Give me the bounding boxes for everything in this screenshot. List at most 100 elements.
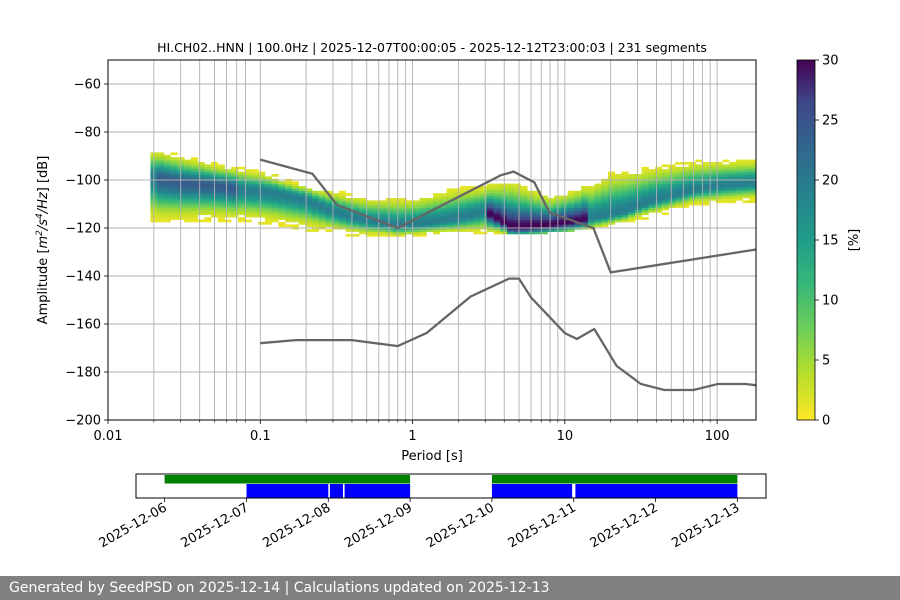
heatmap-cell	[641, 166, 649, 170]
heatmap-cell	[446, 214, 454, 218]
heatmap-cell	[621, 193, 629, 196]
heatmap-cell	[607, 176, 616, 180]
heatmap-cell	[681, 181, 690, 184]
colorbar-tick-label: 20	[822, 174, 839, 189]
heatmap-cell	[439, 193, 447, 196]
heatmap-cell	[681, 169, 690, 172]
heatmap-cell	[695, 176, 703, 180]
heatmap-cell	[372, 222, 380, 225]
heatmap-cell	[163, 162, 172, 165]
heatmap-cell	[601, 202, 609, 206]
heatmap-cell	[264, 200, 272, 204]
heatmap-cell	[655, 176, 663, 180]
heatmap-cell	[628, 186, 636, 189]
heatmap-cell	[197, 193, 205, 196]
heatmap-cell	[540, 207, 548, 211]
heatmap-cell	[648, 176, 656, 180]
heatmap-cell	[352, 205, 360, 208]
heatmap-cell	[217, 174, 225, 177]
heatmap-cell	[372, 207, 380, 211]
heatmap-cell	[493, 193, 501, 196]
heatmap-cell	[318, 198, 326, 201]
heatmap-cell	[399, 222, 407, 225]
heatmap-cell	[439, 205, 447, 208]
heatmap-cell	[486, 224, 494, 228]
heatmap-cell	[661, 181, 669, 184]
heatmap-cell	[540, 205, 548, 208]
heatmap-cell	[675, 174, 683, 177]
heatmap-cell	[251, 210, 259, 213]
heatmap-cell	[507, 193, 515, 196]
heatmap-cell	[702, 164, 710, 168]
heatmap-cell	[399, 214, 407, 218]
heatmap-cell	[729, 186, 737, 189]
heatmap-cell	[628, 181, 636, 184]
heatmap-cell	[392, 219, 400, 223]
heatmap-cell	[406, 231, 414, 235]
heatmap-cell	[547, 214, 555, 218]
heatmap-cell	[459, 217, 468, 220]
heatmap-cell	[480, 186, 488, 189]
heatmap-cell	[708, 188, 717, 192]
heatmap-cell	[258, 181, 266, 184]
heatmap-cell	[520, 214, 528, 218]
heatmap-cell	[735, 159, 743, 163]
heatmap-cell	[291, 219, 299, 223]
date-tick-label: 2025-12-11	[506, 500, 579, 551]
heatmap-cell	[722, 171, 730, 175]
heatmap-cell	[581, 193, 589, 196]
heatmap-cell	[291, 190, 299, 194]
heatmap-cell	[513, 190, 521, 194]
heatmap-cell	[406, 224, 414, 228]
heatmap-cell	[722, 164, 730, 168]
heatmap-cell	[594, 222, 602, 225]
heatmap-cell	[695, 183, 703, 187]
heatmap-cell	[466, 198, 474, 201]
heatmap-cell	[520, 205, 528, 208]
heatmap-cell	[480, 210, 488, 213]
heatmap-cell	[675, 188, 683, 192]
heatmap-cell	[520, 212, 528, 216]
heatmap-cell	[607, 181, 616, 184]
heatmap-cell	[466, 212, 474, 216]
heatmap-cell	[332, 198, 340, 201]
heatmap-cell	[163, 164, 172, 168]
heatmap-cell	[601, 188, 609, 192]
heatmap-cell	[729, 200, 737, 204]
heatmap-cell	[184, 198, 192, 201]
heatmap-cell	[466, 200, 474, 204]
heatmap-cell	[419, 231, 427, 235]
heatmap-cell	[399, 210, 407, 213]
heatmap-cell	[217, 198, 225, 201]
heatmap-cell	[365, 219, 373, 223]
heatmap-cell	[345, 219, 353, 223]
heatmap-cell	[311, 200, 320, 204]
heatmap-cell	[170, 181, 178, 184]
heatmap-cell	[614, 188, 622, 192]
heatmap-cell	[379, 202, 387, 206]
heatmap-cell	[439, 214, 447, 218]
heatmap-cell	[668, 198, 676, 201]
heatmap-cell	[264, 193, 272, 196]
heatmap-cell	[507, 183, 515, 187]
heatmap-cell	[601, 224, 609, 228]
heatmap-cell	[190, 219, 198, 223]
heatmap-cell	[533, 190, 542, 194]
heatmap-cell	[581, 198, 589, 201]
heatmap-cell	[251, 195, 259, 199]
heatmap-cell	[412, 210, 420, 213]
heatmap-cell	[446, 219, 454, 223]
heatmap-cell	[204, 174, 212, 177]
heatmap-cell	[634, 200, 643, 204]
heatmap-cell	[271, 174, 279, 177]
heatmap-cell	[426, 219, 434, 223]
heatmap-cell	[426, 229, 434, 232]
heatmap-cell	[507, 186, 515, 189]
heatmap-cell	[742, 169, 750, 172]
availability-span	[164, 475, 411, 484]
heatmap-cell	[157, 212, 165, 216]
heatmap-cell	[204, 171, 212, 175]
heatmap-cell	[749, 176, 756, 180]
heatmap-cell	[722, 183, 730, 187]
heatmap-cell	[278, 198, 286, 201]
